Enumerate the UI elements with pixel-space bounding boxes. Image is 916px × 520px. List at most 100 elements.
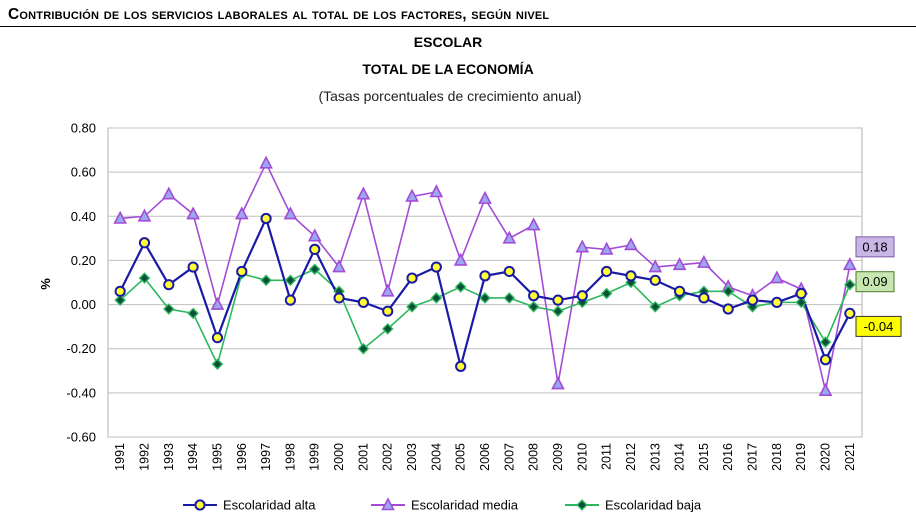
- x-tick-label: 2012: [624, 443, 638, 471]
- y-tick-label: 0.20: [71, 253, 96, 268]
- data-point-alta: [795, 287, 807, 300]
- data-point-media: [672, 257, 687, 271]
- plot-area: [107, 127, 863, 438]
- value-annotation-box: [855, 271, 895, 293]
- data-point-media: [381, 497, 395, 511]
- value-annotation-label: 0.18: [862, 239, 887, 254]
- data-point-media: [137, 208, 152, 222]
- data-point-alta: [211, 332, 224, 344]
- x-tick-label: 2010: [575, 443, 589, 471]
- data-point-baja: [406, 300, 418, 313]
- data-point-media: [429, 184, 444, 198]
- value-annotation-box: [855, 236, 895, 258]
- x-tick-label: 2018: [770, 443, 784, 471]
- data-point-media: [113, 210, 127, 224]
- data-point-alta: [284, 294, 297, 306]
- data-point-media: [575, 239, 590, 253]
- chart-title: Contribución de los servicios laborales …: [8, 6, 550, 23]
- data-point-alta: [382, 305, 394, 317]
- x-tick-label: 2001: [356, 443, 370, 471]
- x-tick-label: 2006: [478, 443, 492, 471]
- data-point-media: [307, 228, 322, 242]
- data-point-baja: [722, 285, 735, 298]
- data-point-baja: [114, 294, 126, 306]
- value-annotation-label: 0.09: [862, 274, 887, 289]
- data-point-baja: [795, 296, 807, 309]
- data-point-media: [648, 259, 663, 273]
- chart-subtitle: (Tasas porcentuales de crecimiento anual…: [318, 88, 582, 104]
- data-point-baja: [819, 336, 832, 348]
- data-point-alta: [576, 290, 588, 302]
- x-tick-label: 2017: [746, 443, 760, 471]
- data-point-alta: [528, 290, 540, 302]
- x-tick-label: 1993: [162, 443, 176, 471]
- x-tick-label: 2019: [794, 443, 808, 471]
- data-point-baja: [211, 358, 224, 370]
- data-point-baja: [527, 300, 540, 313]
- data-point-baja: [357, 342, 370, 355]
- data-point-baja: [552, 305, 564, 317]
- x-tick-label: 2000: [332, 443, 346, 471]
- data-point-alta: [746, 294, 759, 306]
- legend-label: Escolaridad baja: [605, 498, 702, 513]
- data-point-alta: [722, 303, 734, 315]
- x-tick-label: 2007: [502, 443, 516, 471]
- data-point-media: [283, 206, 298, 220]
- data-point-baja: [260, 274, 272, 287]
- data-point-alta: [455, 360, 467, 372]
- data-point-media: [478, 190, 492, 204]
- y-tick-label: 0.40: [71, 209, 96, 224]
- data-point-alta: [333, 292, 345, 304]
- data-point-media: [843, 257, 857, 271]
- data-point-baja: [163, 303, 175, 315]
- data-point-alta: [552, 294, 564, 306]
- x-tick-label: 2013: [648, 443, 662, 471]
- x-tick-label: 2009: [551, 443, 565, 471]
- value-annotation-box: [855, 315, 902, 337]
- data-point-baja: [381, 323, 394, 335]
- data-point-alta: [698, 292, 710, 304]
- data-point-media: [356, 186, 371, 200]
- data-point-alta: [194, 499, 206, 511]
- data-point-baja: [479, 292, 491, 304]
- data-point-alta: [625, 270, 637, 282]
- x-tick-label: 2016: [721, 443, 735, 471]
- x-tick-label: 1994: [186, 443, 200, 471]
- x-tick-label: 2008: [527, 443, 541, 471]
- data-point-media: [818, 382, 833, 396]
- data-point-media: [624, 237, 638, 251]
- x-tick-label: 2002: [381, 443, 395, 471]
- data-point-media: [453, 252, 468, 266]
- x-tick-label: 1991: [113, 443, 127, 471]
- y-tick-label: -0.20: [66, 341, 96, 356]
- data-point-alta: [309, 243, 321, 255]
- legend-label: Escolaridad media: [411, 498, 519, 513]
- data-point-media: [770, 270, 784, 284]
- data-point-alta: [236, 265, 248, 278]
- data-point-alta: [673, 285, 686, 297]
- y-tick-label: 0.60: [71, 165, 96, 180]
- data-point-alta: [357, 296, 369, 308]
- data-point-baja: [187, 307, 199, 320]
- y-tick-label: 0.00: [71, 297, 96, 312]
- data-point-alta: [601, 265, 613, 278]
- x-tick-label: 1998: [283, 443, 297, 471]
- data-point-media: [234, 206, 249, 220]
- data-point-alta: [503, 265, 515, 278]
- x-tick-label: 2014: [673, 443, 687, 471]
- legend-label: Escolaridad alta: [223, 498, 316, 513]
- data-point-baja: [454, 281, 467, 293]
- data-point-baja: [284, 274, 297, 287]
- data-point-media: [526, 217, 541, 231]
- data-point-media: [551, 376, 565, 390]
- data-point-alta: [649, 274, 661, 286]
- data-point-baja: [503, 292, 516, 304]
- x-tick-label: 2011: [600, 443, 614, 470]
- x-tick-label: 2020: [819, 443, 833, 471]
- data-point-baja: [138, 272, 151, 284]
- data-point-baja: [844, 278, 856, 291]
- series-line-baja: [119, 268, 851, 367]
- x-tick-label: 1999: [308, 443, 322, 471]
- data-point-media: [161, 186, 176, 200]
